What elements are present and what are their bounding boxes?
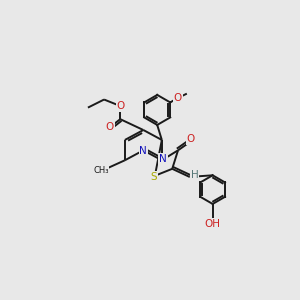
Text: O: O — [187, 134, 195, 145]
Text: O: O — [174, 93, 182, 103]
Text: H: H — [191, 169, 199, 180]
Text: S: S — [150, 172, 157, 182]
Text: N: N — [159, 154, 167, 164]
Text: O: O — [106, 122, 114, 132]
Text: N: N — [140, 146, 147, 157]
Text: O: O — [116, 101, 124, 111]
Text: CH₃: CH₃ — [93, 166, 109, 175]
Text: OH: OH — [205, 219, 221, 229]
